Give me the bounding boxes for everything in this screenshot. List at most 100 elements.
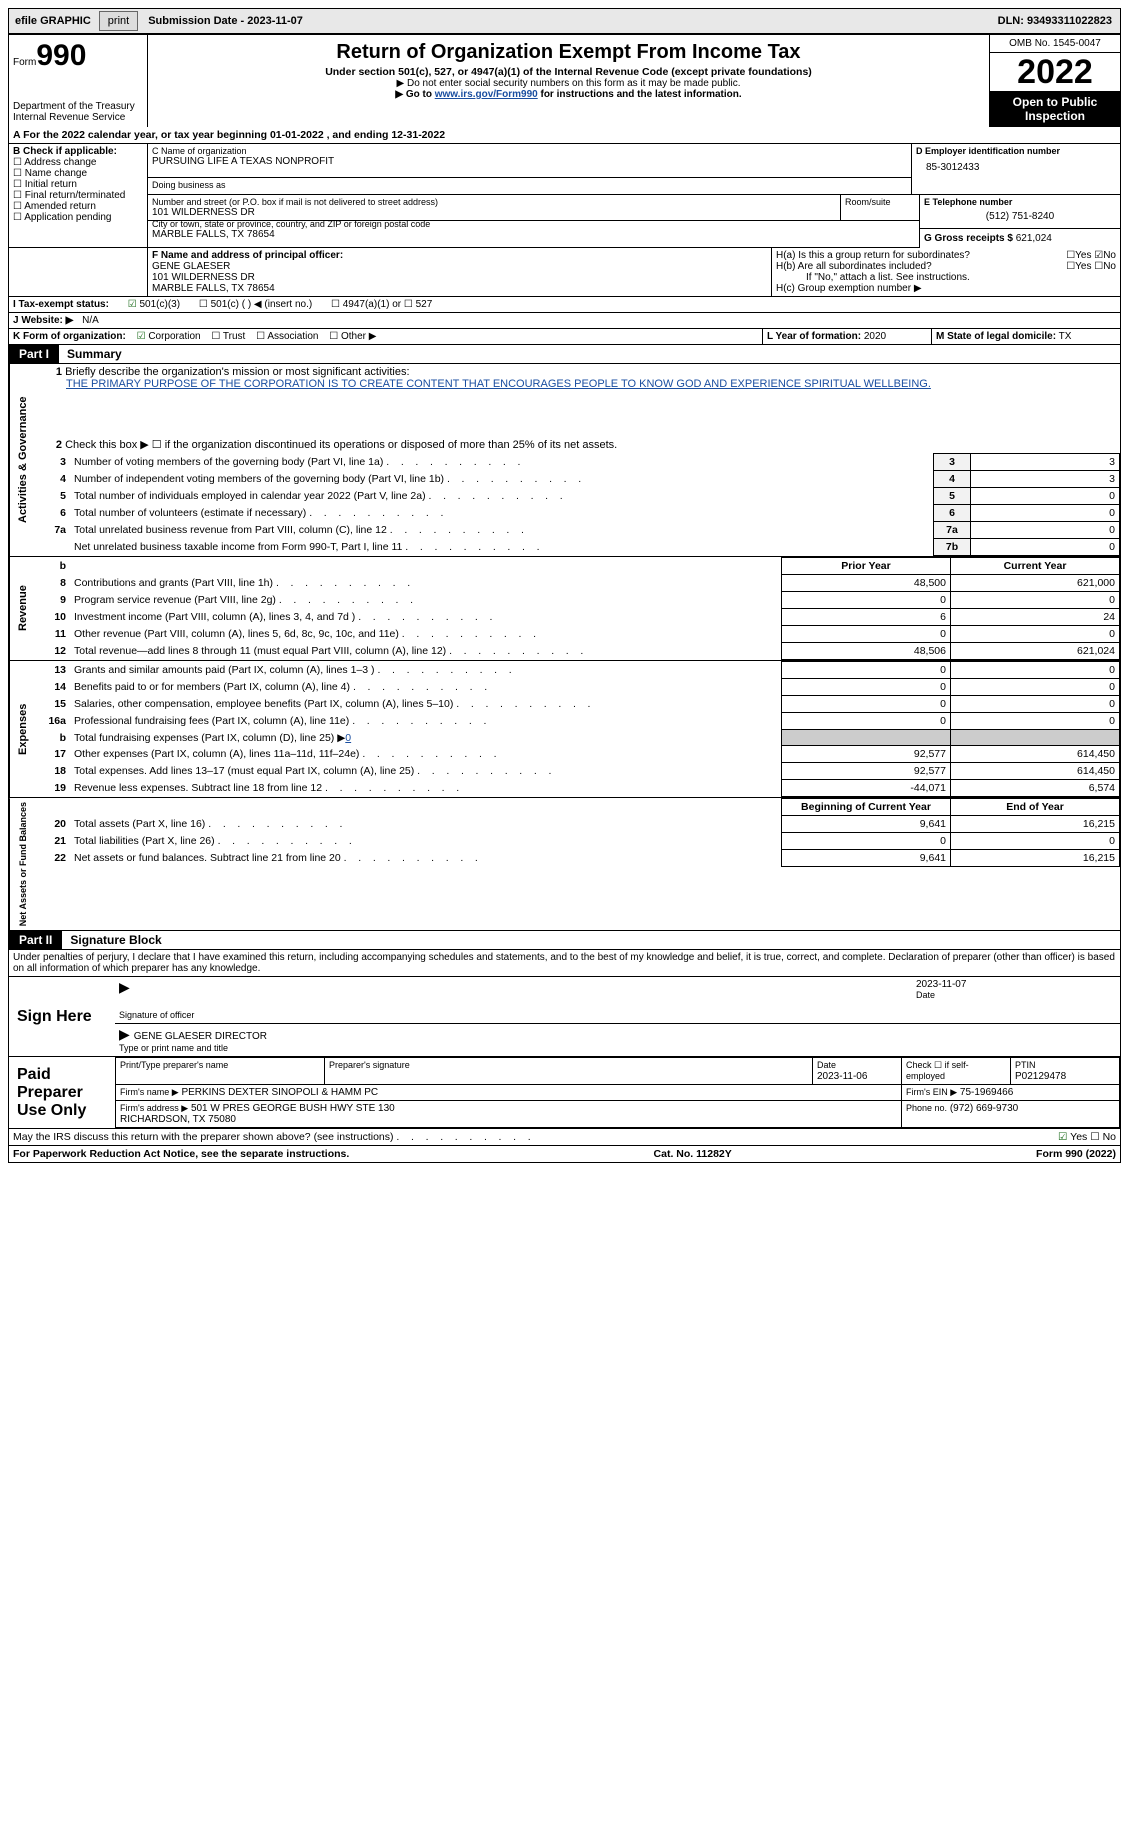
firm-ein-lbl: Firm's EIN ▶ bbox=[906, 1087, 957, 1097]
prep-date-lbl: Date bbox=[817, 1060, 836, 1070]
prep-sig-lbl: Preparer's signature bbox=[329, 1060, 410, 1070]
subtitle-2: ▶ Do not enter social security numbers o… bbox=[156, 78, 981, 89]
dept-label: Department of the Treasury Internal Reve… bbox=[13, 101, 143, 123]
firm-addr-lbl: Firm's address ▶ bbox=[120, 1103, 188, 1113]
efile-label: efile GRAPHIC bbox=[9, 15, 97, 27]
form-number: 990 bbox=[36, 39, 86, 72]
section-c: C Name of organization PURSUING LIFE A T… bbox=[148, 144, 1120, 248]
paid-preparer: Paid Preparer Use Only bbox=[9, 1057, 115, 1128]
section-b: B Check if applicable: Address change Na… bbox=[9, 144, 148, 248]
expenses-table: 13Grants and similar amounts paid (Part … bbox=[36, 661, 1120, 797]
city-state-zip: MARBLE FALLS, TX 78654 bbox=[152, 229, 915, 240]
d-label: D Employer identification number bbox=[916, 146, 1116, 156]
perjury-declaration: Under penalties of perjury, I declare th… bbox=[8, 950, 1121, 977]
b-label: B Check if applicable: bbox=[13, 146, 143, 157]
year-formation: 2020 bbox=[864, 331, 886, 342]
netassets-table: Beginning of Current YearEnd of Year20To… bbox=[36, 798, 1120, 867]
dba-label: Doing business as bbox=[148, 177, 911, 192]
chk-assoc[interactable]: Association bbox=[256, 331, 318, 342]
footer-mid: Cat. No. 11282Y bbox=[654, 1148, 732, 1160]
officer-name: GENE GLAESER bbox=[152, 261, 230, 272]
state-domicile: TX bbox=[1059, 331, 1072, 342]
chk-amended[interactable]: Amended return bbox=[13, 201, 143, 212]
sig-officer-label: Signature of officer bbox=[119, 1010, 194, 1020]
chk-name-change[interactable]: Name change bbox=[13, 168, 143, 179]
chk-4947[interactable]: 4947(a)(1) or bbox=[331, 299, 401, 310]
omb-number: OMB No. 1545-0047 bbox=[990, 35, 1120, 53]
chk-app-pending[interactable]: Application pending bbox=[13, 212, 143, 223]
form-label: Form bbox=[13, 57, 36, 68]
part2-header: Part II bbox=[9, 931, 62, 949]
open-public: Open to Public Inspection bbox=[990, 91, 1120, 127]
sign-here: Sign Here bbox=[9, 977, 115, 1056]
part1-header: Part I bbox=[9, 345, 59, 363]
footer-right: Form 990 (2022) bbox=[1036, 1148, 1116, 1160]
revenue-table: bPrior YearCurrent Year8Contributions an… bbox=[36, 557, 1120, 660]
chk-trust[interactable]: Trust bbox=[211, 331, 245, 342]
e-label: E Telephone number bbox=[924, 197, 1116, 207]
subtitle-1: Under section 501(c), 527, or 4947(a)(1)… bbox=[156, 66, 981, 78]
q1-label: Briefly describe the organization's miss… bbox=[65, 366, 409, 378]
may-irs: May the IRS discuss this return with the… bbox=[13, 1131, 531, 1143]
self-emp[interactable]: Check ☐ if self-employed bbox=[906, 1060, 969, 1081]
governance-table: 3Number of voting members of the governi… bbox=[36, 453, 1120, 556]
ptin-lbl: PTIN bbox=[1015, 1060, 1036, 1070]
top-bar: efile GRAPHIC print Submission Date - 20… bbox=[8, 8, 1121, 34]
header-right: OMB No. 1545-0047 2022 Open to Public In… bbox=[990, 35, 1120, 127]
chk-501c[interactable]: 501(c) ( ) ◀ (insert no.) bbox=[199, 299, 312, 310]
chk-501c3[interactable]: 501(c)(3) bbox=[128, 299, 180, 310]
section-d: D Employer identification number 85-3012… bbox=[912, 144, 1120, 195]
section-h: H(a) Is this a group return for subordin… bbox=[772, 248, 1120, 296]
firm-ein: 75-1969466 bbox=[960, 1087, 1013, 1098]
goto-post: for instructions and the latest informat… bbox=[538, 89, 742, 100]
irs-no[interactable]: No bbox=[1090, 1131, 1116, 1143]
preparer-table: Print/Type preparer's name Preparer's si… bbox=[115, 1057, 1120, 1128]
m-label: M State of legal domicile: bbox=[936, 331, 1056, 342]
officer-addr1: 101 WILDERNESS DR bbox=[152, 272, 255, 283]
j-label: J Website: ▶ bbox=[13, 315, 73, 326]
section-e-g: E Telephone number (512) 751-8240 G Gros… bbox=[920, 195, 1120, 248]
sig-date: 2023-11-07 bbox=[916, 979, 966, 990]
form-title: Return of Organization Exempt From Incom… bbox=[156, 41, 981, 64]
mission: THE PRIMARY PURPOSE OF THE CORPORATION I… bbox=[66, 378, 1114, 392]
print-button[interactable]: print bbox=[99, 11, 138, 31]
footer-left: For Paperwork Reduction Act Notice, see … bbox=[13, 1148, 349, 1160]
h-c: H(c) Group exemption number ▶ bbox=[776, 283, 1116, 294]
ein: 85-3012433 bbox=[916, 156, 1116, 173]
q2-label: Check this box ▶ ☐ if the organization d… bbox=[65, 439, 617, 451]
org-name: PURSUING LIFE A TEXAS NONPROFIT bbox=[152, 156, 907, 167]
form-id-block: Form990 Department of the Treasury Inter… bbox=[9, 35, 148, 127]
submission-date: Submission Date - 2023-11-07 bbox=[140, 15, 311, 27]
irs-link[interactable]: www.irs.gov/Form990 bbox=[435, 89, 538, 100]
i-label: I Tax-exempt status: bbox=[13, 299, 109, 310]
vert-revenue: Revenue bbox=[9, 557, 36, 660]
tax-year: 2022 bbox=[990, 53, 1120, 91]
chk-final-return[interactable]: Final return/terminated bbox=[13, 190, 143, 201]
irs-yes[interactable]: Yes bbox=[1058, 1131, 1087, 1143]
chk-address-change[interactable]: Address change bbox=[13, 157, 143, 168]
chk-corp[interactable]: Corporation bbox=[137, 331, 201, 342]
room-label: Room/suite bbox=[845, 197, 915, 207]
typed-label: Type or print name and title bbox=[119, 1043, 228, 1053]
header-center: Return of Organization Exempt From Incom… bbox=[148, 35, 990, 127]
part1-title: Summary bbox=[59, 345, 130, 363]
k-label: K Form of organization: bbox=[13, 331, 126, 342]
vert-expenses: Expenses bbox=[9, 661, 36, 797]
date-label: Date bbox=[916, 990, 935, 1000]
chk-initial-return[interactable]: Initial return bbox=[13, 179, 143, 190]
vert-netassets: Net Assets or Fund Balances bbox=[9, 798, 36, 930]
officer-addr2: MARBLE FALLS, TX 78654 bbox=[152, 283, 275, 294]
addr-label: Number and street (or P.O. box if mail i… bbox=[152, 197, 836, 207]
website: N/A bbox=[82, 315, 99, 326]
prep-name-lbl: Print/Type preparer's name bbox=[120, 1060, 228, 1070]
telephone: (512) 751-8240 bbox=[924, 207, 1116, 226]
firm-name: PERKINS DEXTER SINOPOLI & HAMM PC bbox=[181, 1087, 378, 1098]
line-a: A For the 2022 calendar year, or tax yea… bbox=[9, 127, 1120, 144]
g-label: G Gross receipts $ bbox=[924, 233, 1013, 244]
phone-lbl: Phone no. bbox=[906, 1103, 947, 1113]
chk-other[interactable]: Other ▶ bbox=[329, 331, 376, 342]
h-a: H(a) Is this a group return for subordin… bbox=[776, 250, 1066, 261]
chk-527[interactable]: 527 bbox=[404, 299, 432, 310]
prep-date: 2023-11-06 bbox=[817, 1071, 867, 1082]
firm-phone: (972) 669-9730 bbox=[950, 1103, 1018, 1114]
